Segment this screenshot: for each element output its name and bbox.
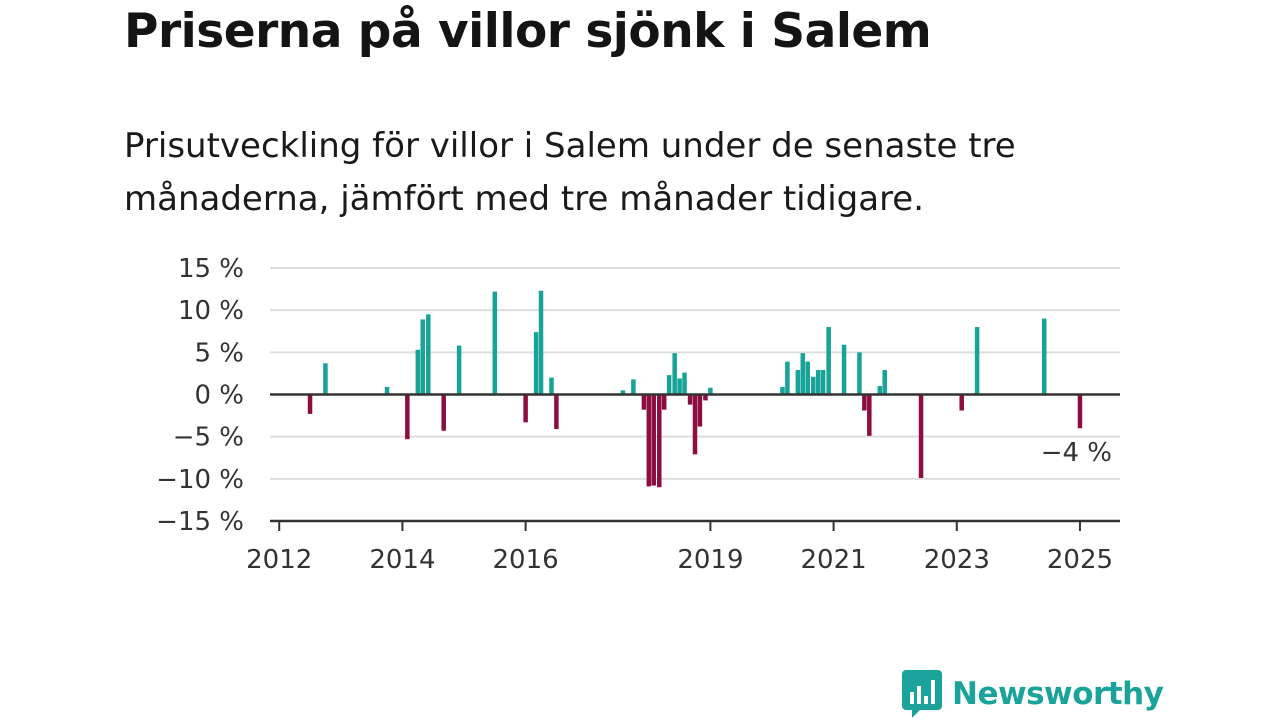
y-tick-label: 5 % [194, 338, 244, 368]
x-tick-label: 2012 [246, 545, 312, 575]
bar [857, 352, 862, 395]
bar [826, 327, 831, 395]
x-tick-label: 2019 [677, 545, 743, 575]
bar [420, 319, 426, 395]
bar [867, 394, 872, 436]
y-tick-label: 10 % [178, 296, 244, 326]
y-tick-label: −15 % [156, 507, 244, 537]
bar [841, 344, 847, 395]
y-tick-label: 0 % [194, 381, 244, 411]
bar [974, 327, 980, 395]
bar [441, 394, 446, 431]
bar [918, 394, 924, 478]
bar [862, 394, 867, 411]
bar [687, 394, 693, 405]
bar [415, 349, 421, 395]
bar [620, 390, 626, 395]
bar [661, 394, 667, 410]
y-tick-label: −10 % [156, 465, 244, 495]
x-tick-label: 2016 [493, 545, 559, 575]
bar [785, 361, 790, 395]
bar [1077, 394, 1083, 429]
x-tick-label: 2021 [801, 545, 867, 575]
bar [703, 394, 708, 401]
bar [795, 370, 801, 395]
bar [323, 363, 328, 395]
bar [307, 394, 313, 414]
axes [270, 393, 1120, 523]
chart-subtitle: Prisutveckling för villor i Salem under … [124, 126, 1016, 219]
bar [666, 375, 672, 395]
bars [307, 290, 1083, 488]
bar [384, 386, 390, 395]
bar [492, 291, 498, 395]
brand-name: Newsworthy [952, 676, 1164, 712]
brand-logo[interactable]: Newsworthy [902, 670, 1164, 718]
bar [682, 372, 687, 395]
bar [672, 353, 677, 395]
bar [405, 394, 410, 440]
bar [651, 394, 656, 486]
bar [811, 376, 816, 395]
bar [657, 394, 662, 488]
x-tick-label: 2014 [369, 545, 435, 575]
bar [882, 370, 887, 395]
bar [780, 386, 785, 395]
bar [805, 361, 810, 395]
bar [877, 386, 883, 395]
bar [631, 379, 636, 395]
bar-chart-speech-bubble-icon [902, 670, 942, 718]
bar [426, 314, 431, 395]
bar [677, 378, 682, 395]
bar [646, 394, 652, 487]
bar [697, 394, 703, 427]
x-tick-label: 2025 [1047, 545, 1113, 575]
bar [692, 394, 698, 455]
y-axis-ticks: 15 % 10 % 5 % 0 % −5 % −10 % −15 % [156, 254, 244, 537]
bar [549, 377, 554, 395]
last-value-label: −4 % [1041, 438, 1112, 468]
bar [1041, 318, 1047, 395]
x-axis-ticks: 2012 2014 2016 2019 2021 2023 2025 [246, 521, 1113, 575]
bar [708, 387, 713, 395]
bar [815, 370, 821, 395]
bar [523, 394, 528, 423]
bar [538, 290, 544, 395]
bar [533, 332, 539, 395]
y-tick-label: −5 % [173, 423, 244, 453]
bar [800, 353, 806, 395]
bar [820, 370, 826, 395]
bar [456, 345, 462, 395]
bar [959, 394, 964, 411]
chart-title: Priserna på villor sjönk i Salem [124, 4, 932, 59]
bar [641, 394, 647, 410]
x-tick-label: 2023 [924, 545, 990, 575]
y-tick-label: 15 % [178, 254, 244, 284]
bar [554, 394, 559, 430]
